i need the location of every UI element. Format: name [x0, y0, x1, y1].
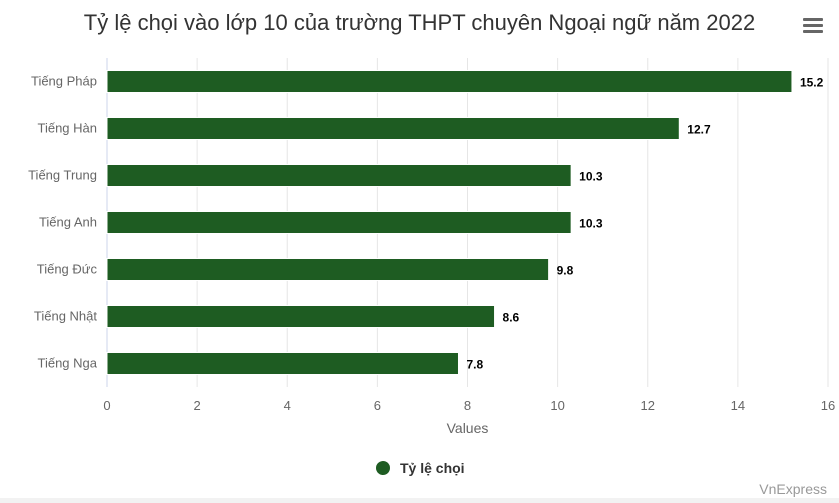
- bar[interactable]: [106, 305, 496, 328]
- bar[interactable]: [106, 164, 572, 187]
- x-tick-label: 6: [374, 398, 381, 413]
- y-category-label: Tiếng Trung: [28, 168, 97, 183]
- x-tick-label: 0: [103, 398, 110, 413]
- x-tick-label: 10: [550, 398, 564, 413]
- data-label: 8.6: [503, 311, 520, 325]
- hamburger-menu-icon[interactable]: [803, 18, 823, 36]
- y-category-label: Tiếng Đức: [37, 262, 98, 277]
- bar[interactable]: [106, 352, 459, 375]
- data-label: 10.3: [579, 217, 603, 231]
- data-label: 7.8: [466, 358, 483, 372]
- y-category-label: Tiếng Anh: [39, 215, 97, 230]
- bottom-strip: [0, 498, 839, 503]
- bar[interactable]: [106, 117, 680, 140]
- legend-marker[interactable]: [376, 461, 390, 475]
- data-label: 15.2: [800, 76, 824, 90]
- bar[interactable]: [106, 258, 550, 281]
- legend-item-label[interactable]: Tỷ lệ chọi: [400, 460, 465, 476]
- x-tick-label: 8: [464, 398, 471, 413]
- y-category-label: Tiếng Pháp: [31, 74, 97, 89]
- credit-vnexpress[interactable]: VnExpress: [759, 481, 827, 497]
- bar[interactable]: [106, 70, 793, 93]
- y-category-label: Tiếng Hàn: [38, 121, 98, 136]
- data-label: 12.7: [687, 123, 711, 137]
- x-tick-label: 16: [821, 398, 835, 413]
- y-category-label: Tiếng Nhật: [34, 309, 97, 324]
- bar[interactable]: [106, 211, 572, 234]
- y-category-label: Tiếng Nga: [38, 356, 98, 371]
- x-tick-label: 12: [641, 398, 655, 413]
- x-tick-label: 4: [284, 398, 291, 413]
- x-tick-label: 14: [731, 398, 745, 413]
- data-label: 9.8: [557, 264, 574, 278]
- chart-title: Tỷ lệ chọi vào lớp 10 của trường THPT ch…: [83, 10, 756, 35]
- x-tick-label: 2: [194, 398, 201, 413]
- x-axis-title: Values: [447, 420, 489, 436]
- data-label: 10.3: [579, 170, 603, 184]
